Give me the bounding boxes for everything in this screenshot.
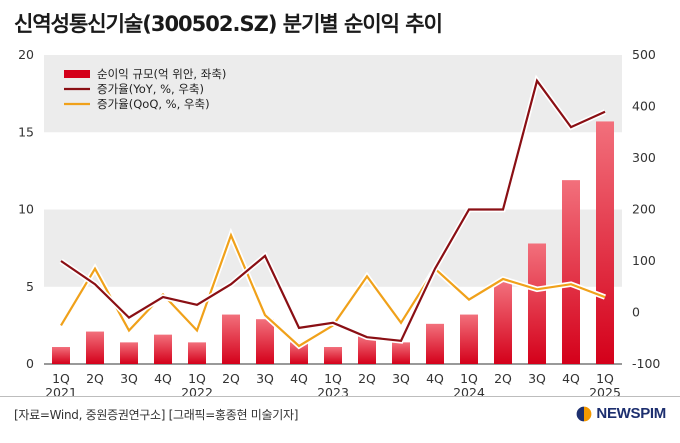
x-axis-tick: 1Q <box>460 371 478 386</box>
left-axis-tick: 5 <box>26 279 34 294</box>
bar <box>290 342 308 364</box>
right-axis-ticks: -100 0 100 200 300 400 500 <box>632 47 660 371</box>
x-axis-tick: 1Q <box>188 371 206 386</box>
x-axis-year-label: 2023 <box>317 385 349 396</box>
bar <box>86 331 104 364</box>
left-axis-tick: 20 <box>18 47 34 62</box>
right-axis-tick: 200 <box>632 202 656 217</box>
x-axis-tick: 3Q <box>120 371 138 386</box>
brand-name: NEWSPIM <box>596 405 666 422</box>
brand-logo: NEWSPIM <box>576 405 666 422</box>
yoy-line <box>60 78 606 342</box>
bar-series <box>52 121 614 364</box>
source-note: [자료=Wind, 중원증권연구소] [그래픽=홍종현 미술기자] <box>14 408 299 422</box>
x-axis-tick: 1Q <box>52 371 70 386</box>
x-axis-tick: 2Q <box>358 371 376 386</box>
line-series <box>58 74 607 350</box>
right-axis-tick: -100 <box>632 356 660 371</box>
bar <box>120 342 138 364</box>
x-axis-tick: 4Q <box>562 371 580 386</box>
left-axis-tick: 10 <box>18 202 34 217</box>
legend-label: 증가율(QoQ, %, 우축) <box>97 97 210 111</box>
bar <box>460 314 478 364</box>
x-axis-tick: 3Q <box>392 371 410 386</box>
newspim-logo-icon <box>577 406 592 421</box>
x-axis-year-label: 2024 <box>453 385 485 396</box>
x-axis-tick: 4Q <box>154 371 172 386</box>
bar <box>426 323 444 364</box>
legend: 순이익 규모(억 위안, 좌축)증가율(YoY, %, 우축)증가율(QoQ, … <box>64 67 226 111</box>
bar <box>154 334 172 364</box>
footer: [자료=Wind, 중원증권연구소] [그래픽=홍종현 미술기자] NEWSPI… <box>0 396 680 443</box>
bar <box>596 121 614 364</box>
legend-label: 증가율(YoY, %, 우축) <box>97 82 204 96</box>
right-axis-tick: 500 <box>632 47 656 62</box>
bar <box>222 314 240 364</box>
right-axis-tick: 0 <box>632 305 640 320</box>
x-axis-tick: 3Q <box>256 371 274 386</box>
x-axis-tick: 1Q <box>596 371 614 386</box>
x-axis-tick: 3Q <box>528 371 546 386</box>
bar <box>392 342 410 364</box>
x-axis-year-label: 2022 <box>181 385 213 396</box>
left-axis-tick: 0 <box>26 356 34 371</box>
right-axis-tick: 400 <box>632 99 656 114</box>
x-axis-tick: 2Q <box>86 371 104 386</box>
page-title: 신역성통신기술(300502.SZ) 분기별 순이익 추이 <box>14 12 443 36</box>
legend-bar-swatch <box>64 70 90 78</box>
legend-label: 순이익 규모(억 위안, 좌축) <box>97 67 226 81</box>
x-axis-tick: 1Q <box>324 371 342 386</box>
x-axis-tick: 2Q <box>494 371 512 386</box>
x-axis-year-label: 2021 <box>45 385 77 396</box>
bar <box>494 282 512 364</box>
right-axis-tick: 300 <box>632 150 656 165</box>
left-axis-ticks: 0 5 10 15 20 <box>18 47 34 371</box>
x-axis-year-label: 2025 <box>589 385 621 396</box>
bar <box>188 342 206 364</box>
x-axis-tick: 4Q <box>290 371 308 386</box>
x-axis-tick: 4Q <box>426 371 444 386</box>
grid-band <box>44 209 622 287</box>
bar <box>358 336 376 364</box>
bar <box>52 347 70 364</box>
bar <box>562 180 580 364</box>
bar <box>528 243 546 364</box>
left-axis-tick: 15 <box>18 124 34 139</box>
right-axis-tick: 100 <box>632 253 656 268</box>
bar <box>324 347 342 364</box>
bar <box>256 319 274 364</box>
x-axis-tick: 2Q <box>222 371 240 386</box>
